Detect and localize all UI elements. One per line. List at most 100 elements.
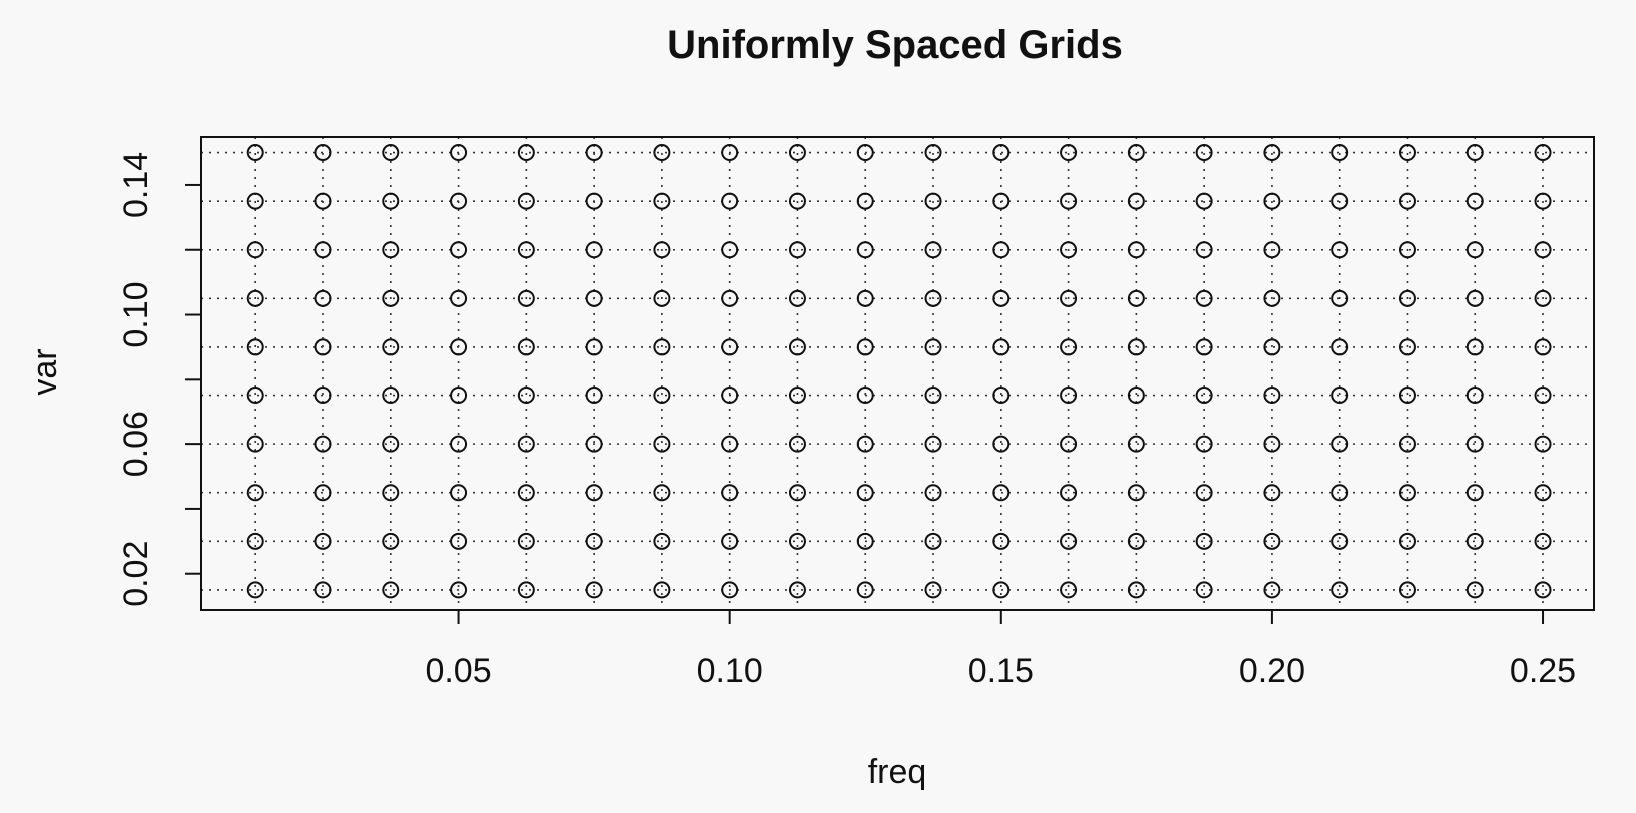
data-point xyxy=(1127,192,1145,210)
data-point xyxy=(585,387,603,405)
data-point xyxy=(1263,192,1281,210)
data-point xyxy=(517,241,535,259)
data-point xyxy=(653,581,671,599)
data-point xyxy=(1195,484,1213,502)
x-tick-label: 0.15 xyxy=(968,652,1034,690)
data-point xyxy=(788,484,806,502)
data-point xyxy=(1195,289,1213,307)
data-point xyxy=(314,192,332,210)
data-point xyxy=(450,387,468,405)
data-point xyxy=(585,435,603,453)
data-point xyxy=(1331,241,1349,259)
y-tick-label: 0.06 xyxy=(117,411,155,477)
data-point xyxy=(246,338,264,356)
data-point xyxy=(1331,484,1349,502)
data-point xyxy=(517,435,535,453)
data-point xyxy=(653,387,671,405)
data-point xyxy=(653,532,671,550)
data-point xyxy=(517,192,535,210)
data-point xyxy=(1263,532,1281,550)
data-point xyxy=(992,435,1010,453)
data-point xyxy=(1466,581,1484,599)
data-point xyxy=(992,192,1010,210)
data-point xyxy=(992,338,1010,356)
data-point xyxy=(721,387,739,405)
data-point xyxy=(1466,532,1484,550)
y-axis-label: var xyxy=(26,348,64,395)
data-point xyxy=(450,241,468,259)
data-point xyxy=(517,581,535,599)
data-point xyxy=(1398,484,1416,502)
data-point xyxy=(1127,289,1145,307)
data-point xyxy=(1398,387,1416,405)
data-point xyxy=(1195,435,1213,453)
data-point xyxy=(1534,435,1552,453)
data-point xyxy=(856,289,874,307)
data-point xyxy=(721,532,739,550)
data-point xyxy=(856,338,874,356)
data-point xyxy=(1534,484,1552,502)
data-point xyxy=(585,581,603,599)
data-point xyxy=(585,532,603,550)
data-point xyxy=(856,532,874,550)
data-point xyxy=(924,581,942,599)
data-point xyxy=(246,581,264,599)
data-point xyxy=(450,144,468,162)
data-point xyxy=(924,435,942,453)
data-point xyxy=(1060,338,1078,356)
data-point xyxy=(517,289,535,307)
data-point xyxy=(585,192,603,210)
data-point xyxy=(1060,581,1078,599)
data-point xyxy=(246,241,264,259)
data-point xyxy=(1466,289,1484,307)
data-point xyxy=(1534,241,1552,259)
data-point xyxy=(1060,241,1078,259)
data-point xyxy=(653,435,671,453)
y-tick-label: 0.10 xyxy=(117,281,155,347)
data-point xyxy=(1127,241,1145,259)
data-point xyxy=(1127,532,1145,550)
data-point xyxy=(653,289,671,307)
data-point xyxy=(246,435,264,453)
data-point xyxy=(1534,387,1552,405)
data-point xyxy=(992,484,1010,502)
data-point xyxy=(1263,581,1281,599)
data-point xyxy=(450,532,468,550)
data-point xyxy=(382,241,400,259)
data-point xyxy=(1534,532,1552,550)
data-point xyxy=(1331,581,1349,599)
data-point xyxy=(1534,338,1552,356)
data-point xyxy=(1398,338,1416,356)
data-point xyxy=(1263,241,1281,259)
data-point xyxy=(1060,435,1078,453)
data-point xyxy=(1127,435,1145,453)
data-points xyxy=(246,144,1552,599)
data-point xyxy=(1331,144,1349,162)
data-point xyxy=(1331,192,1349,210)
data-point xyxy=(450,581,468,599)
data-point xyxy=(788,241,806,259)
data-point xyxy=(314,338,332,356)
data-point xyxy=(1060,387,1078,405)
data-point xyxy=(382,387,400,405)
data-point xyxy=(450,484,468,502)
data-point xyxy=(788,581,806,599)
data-point xyxy=(721,289,739,307)
data-point xyxy=(382,338,400,356)
data-point xyxy=(246,144,264,162)
chart-title: Uniformly Spaced Grids xyxy=(667,23,1123,67)
data-point xyxy=(1398,435,1416,453)
data-point xyxy=(382,289,400,307)
data-point xyxy=(1060,144,1078,162)
data-point xyxy=(1127,484,1145,502)
data-point xyxy=(721,192,739,210)
data-point xyxy=(788,144,806,162)
data-point xyxy=(856,581,874,599)
data-point xyxy=(314,484,332,502)
data-point xyxy=(924,484,942,502)
data-point xyxy=(721,241,739,259)
data-point xyxy=(1534,289,1552,307)
data-point xyxy=(246,387,264,405)
data-point xyxy=(1466,144,1484,162)
